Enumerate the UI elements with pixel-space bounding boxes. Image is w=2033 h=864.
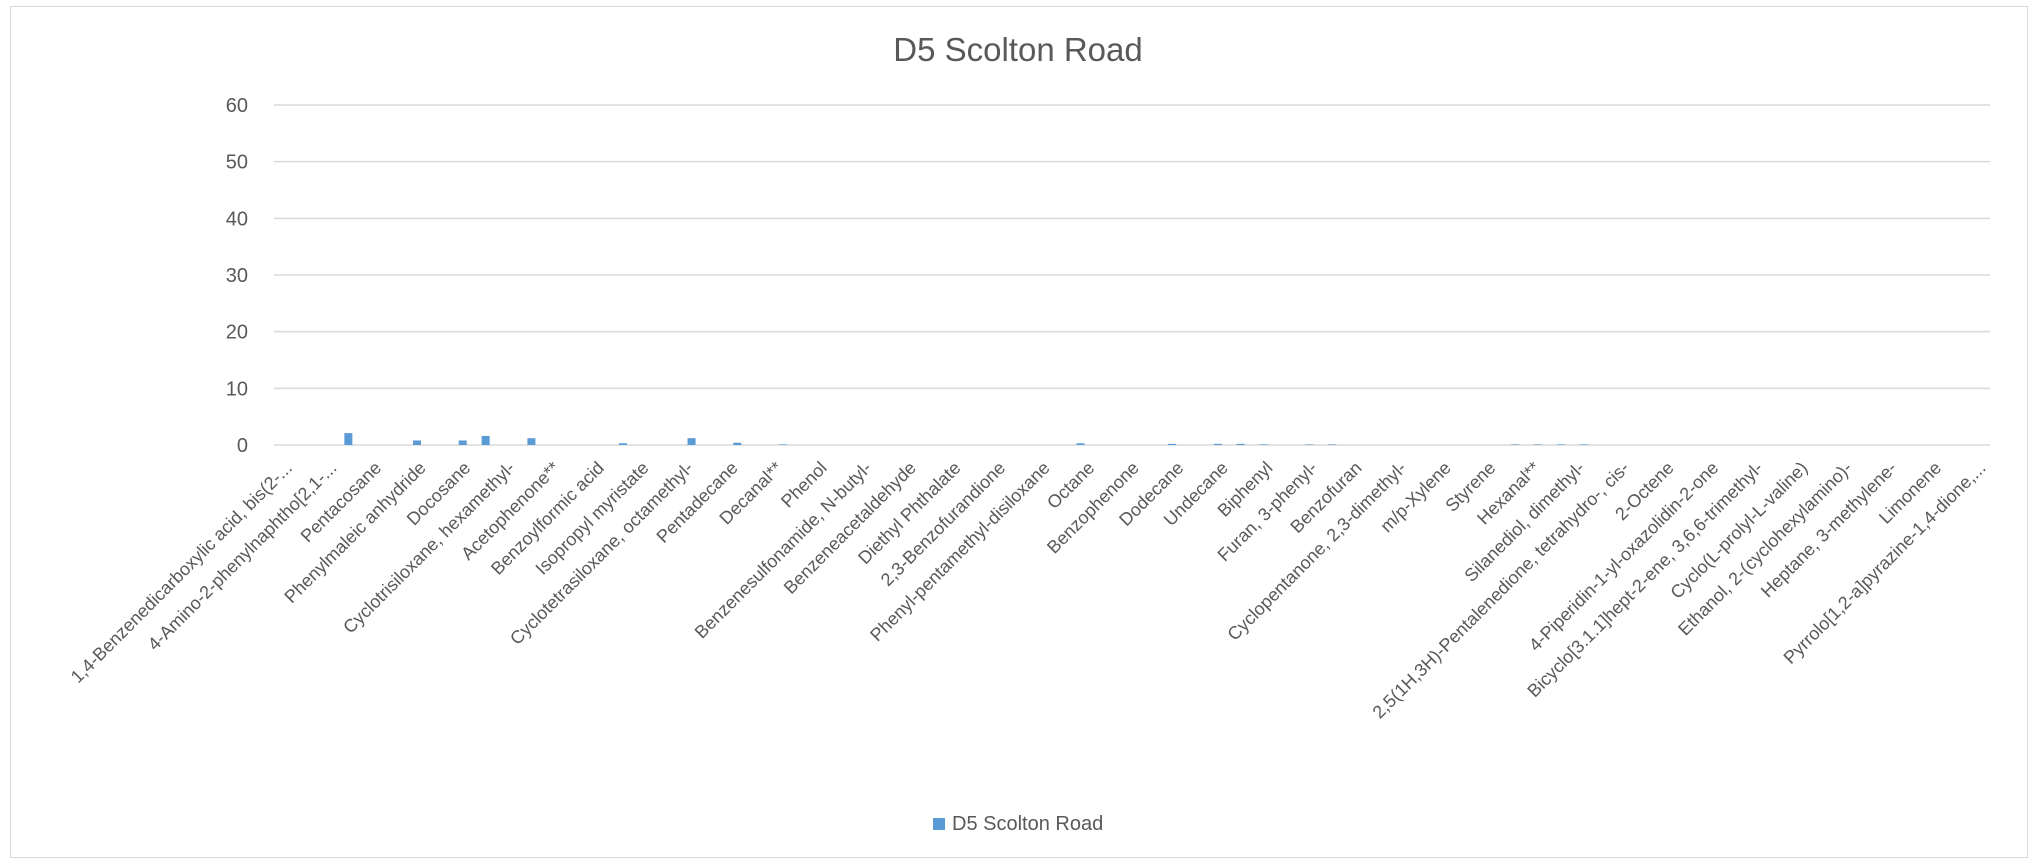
bar (1328, 444, 1337, 445)
bar (1511, 444, 1520, 445)
y-tick-label: 30 (226, 265, 248, 287)
x-tick-label: 1,4-Benzenedicarboxylic acid, bis(2-... (67, 458, 296, 687)
bar (344, 433, 353, 445)
bar (1556, 444, 1566, 445)
bar (779, 444, 788, 445)
bar (1168, 443, 1177, 445)
bars (344, 433, 1588, 445)
bar (1534, 444, 1543, 445)
gridlines (274, 104, 1990, 446)
bar (458, 440, 467, 445)
bar (687, 438, 696, 445)
bar (1305, 444, 1314, 445)
chart-frame (10, 6, 2028, 858)
legend: D5 Scolton Road (933, 813, 1103, 835)
legend-swatch (933, 818, 945, 830)
bar (618, 443, 627, 445)
legend-label: D5 Scolton Road (952, 813, 1103, 835)
bar (412, 440, 422, 445)
bar (1259, 444, 1268, 445)
y-tick-label: 50 (226, 152, 248, 174)
bar (481, 435, 490, 445)
chart-title: D5 Scolton Road (893, 31, 1142, 68)
y-tick-label: 40 (226, 208, 248, 230)
y-tick-label: 0 (237, 435, 248, 457)
y-tick-label: 10 (226, 378, 248, 400)
bar (1579, 444, 1588, 445)
x-axis-labels: 1,4-Benzenedicarboxylic acid, bis(2-...4… (67, 458, 1990, 723)
bar (1213, 443, 1222, 445)
y-tick-label: 60 (226, 95, 248, 117)
x-tick-label: 4-Amino-2-phenylnaphtho[2,1-... (144, 458, 341, 655)
bar (733, 442, 742, 445)
bar (1076, 443, 1085, 445)
y-axis-ticks: 0 10 20 30 40 50 60 (226, 95, 248, 457)
y-tick-label: 20 (226, 322, 248, 344)
bar (1236, 443, 1245, 445)
bar (527, 438, 536, 445)
